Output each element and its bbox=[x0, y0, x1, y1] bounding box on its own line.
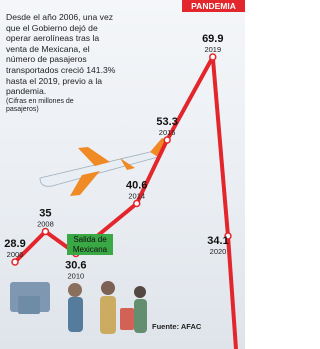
year-label: 2006 bbox=[7, 250, 24, 259]
value-label: 40.6 bbox=[126, 179, 147, 191]
point bbox=[12, 259, 18, 265]
description: Desde el año 2006, una vez que el Gobier… bbox=[6, 12, 118, 97]
year-label: 2008 bbox=[37, 219, 54, 228]
point bbox=[42, 229, 48, 235]
value-label: 53.3 bbox=[156, 116, 177, 128]
year-label: 2019 bbox=[204, 45, 221, 54]
point bbox=[210, 54, 216, 60]
annotation: Salida de Mexicana bbox=[67, 234, 113, 255]
point bbox=[164, 137, 170, 143]
year-label: 2016 bbox=[159, 128, 176, 137]
value-label: 30.6 bbox=[65, 259, 86, 271]
units-note: (Cifras en millones de pasajeros) bbox=[6, 98, 96, 115]
value-label: 69.9 bbox=[202, 33, 223, 45]
source: Fuente: AFAC bbox=[152, 322, 201, 331]
value-label: 28.9 bbox=[4, 238, 25, 250]
year-label: 2010 bbox=[68, 271, 85, 280]
point bbox=[134, 201, 140, 207]
value-label: 34.1 bbox=[207, 235, 228, 247]
value-label: 35 bbox=[39, 207, 51, 219]
pandemic-drop bbox=[228, 236, 236, 349]
travelers bbox=[10, 281, 147, 334]
year-label: 2014 bbox=[128, 191, 145, 200]
year-label: 2020 bbox=[210, 247, 227, 256]
banner: PANDEMIA bbox=[182, 0, 245, 12]
